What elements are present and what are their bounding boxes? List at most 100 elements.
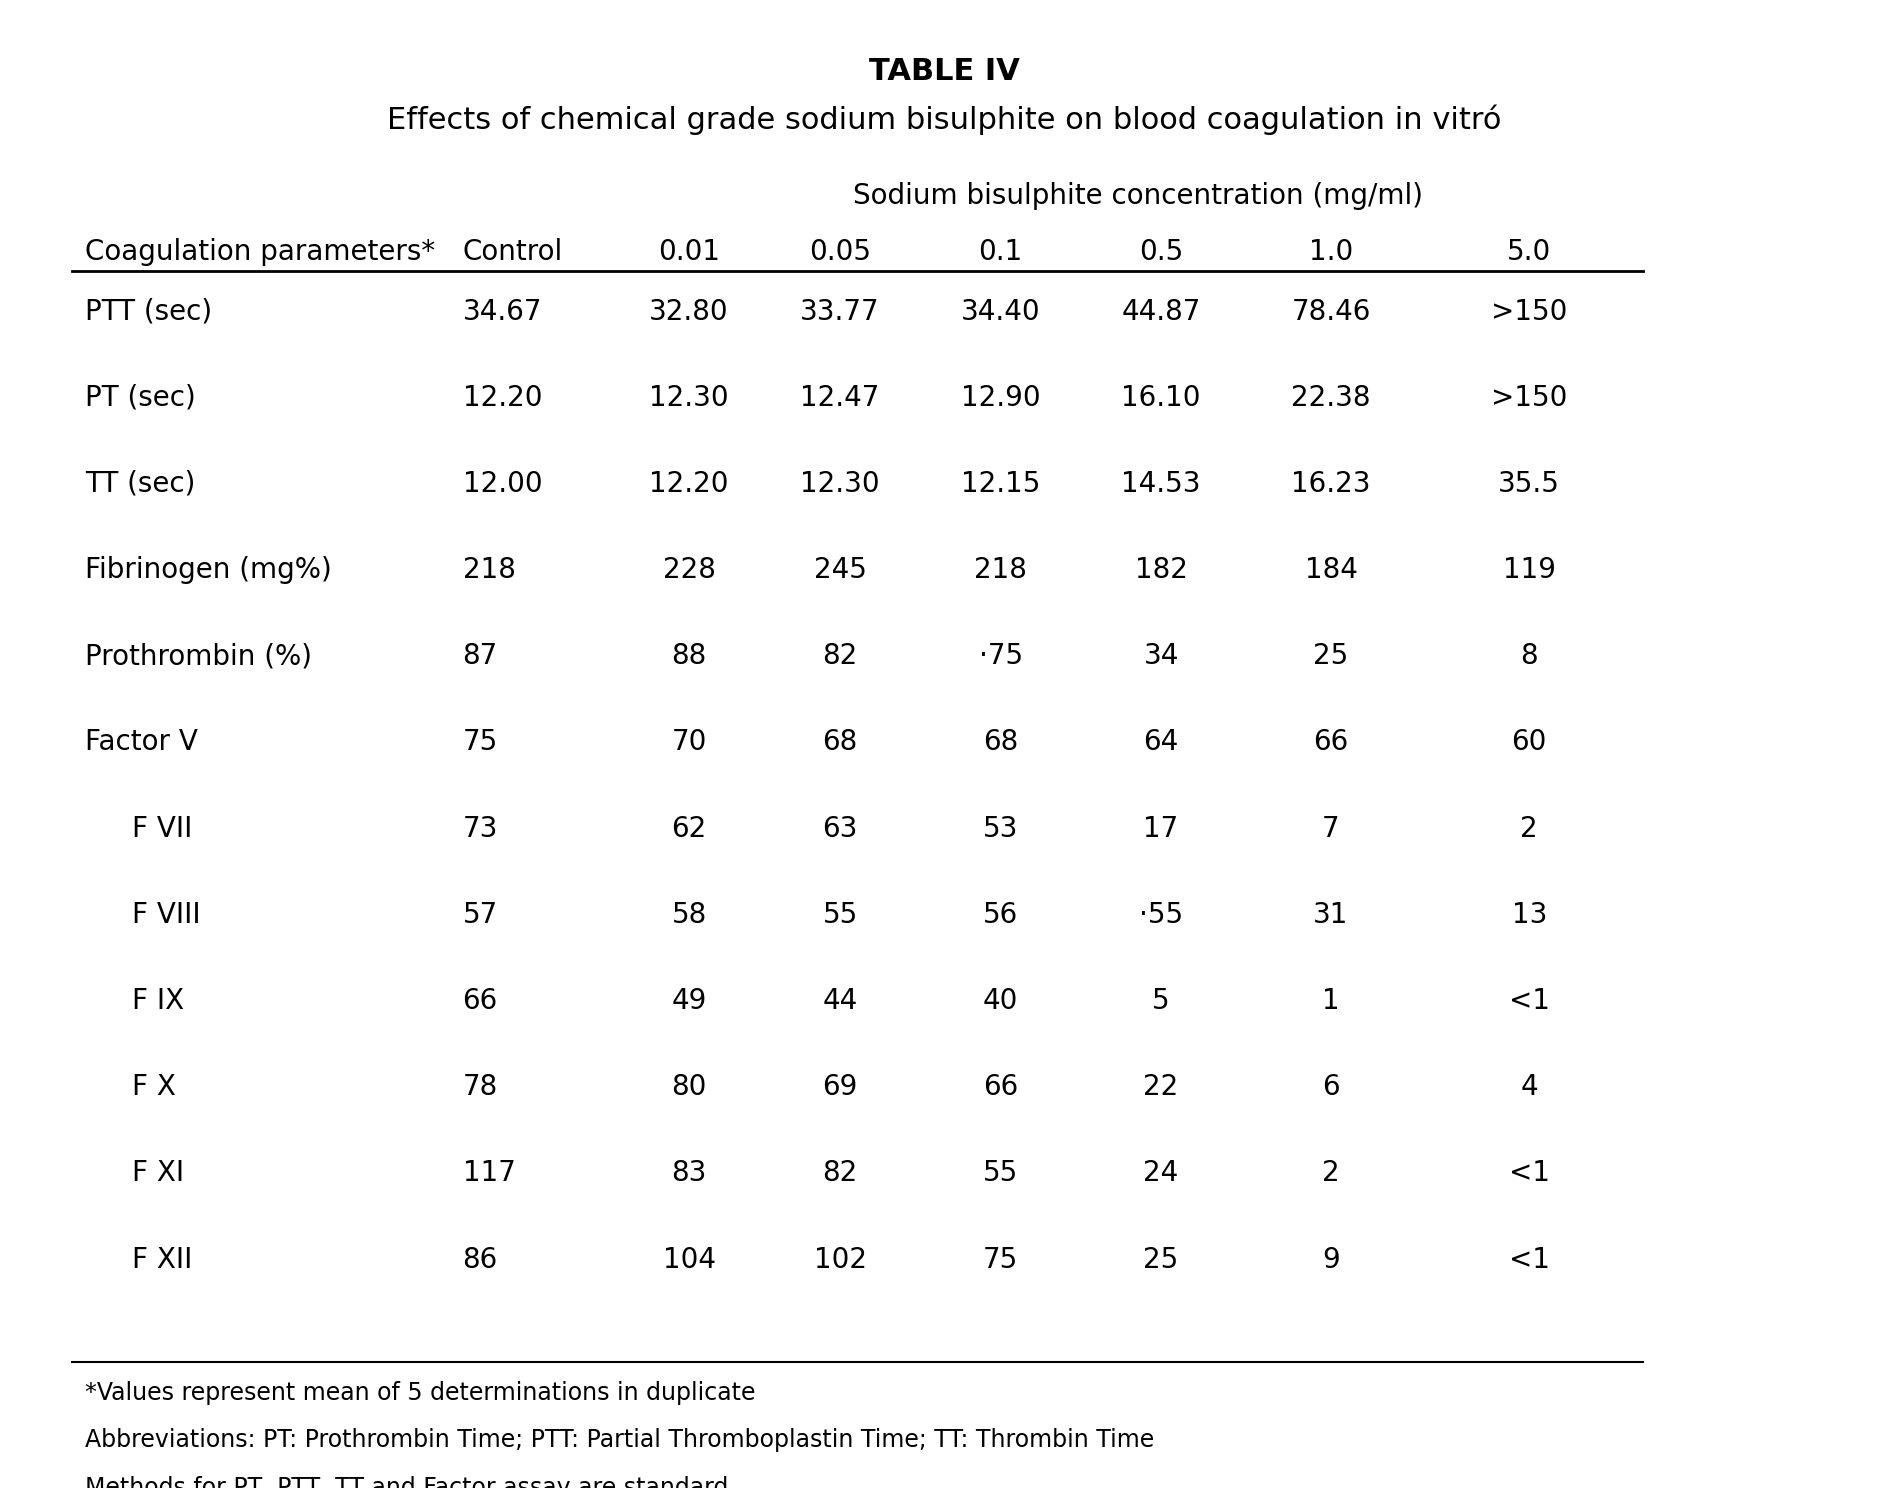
Text: 25: 25 [1314,643,1348,670]
Text: Methods for PT, PTT, TT and Factor assay are standard: Methods for PT, PTT, TT and Factor assay… [85,1476,729,1488]
Text: 55: 55 [984,1159,1018,1187]
Text: 53: 53 [984,814,1018,842]
Text: 58: 58 [672,900,706,929]
Text: 88: 88 [672,643,706,670]
Text: 62: 62 [672,814,706,842]
Text: 104: 104 [663,1245,716,1274]
Text: 14.53: 14.53 [1121,470,1201,498]
Text: Coagulation parameters*: Coagulation parameters* [85,238,434,266]
Text: 68: 68 [823,729,857,756]
Text: 12.20: 12.20 [649,470,729,498]
Text: PT (sec): PT (sec) [85,384,196,412]
Text: 182: 182 [1135,557,1188,585]
Text: 117: 117 [463,1159,515,1187]
Text: 0.1: 0.1 [978,238,1023,266]
Text: 86: 86 [463,1245,498,1274]
Text: 44.87: 44.87 [1121,298,1201,326]
Text: 87: 87 [463,643,498,670]
Text: 228: 228 [663,557,716,585]
Text: 102: 102 [814,1245,867,1274]
Text: <1: <1 [1509,987,1550,1015]
Text: 63: 63 [823,814,857,842]
Text: 66: 66 [1314,729,1348,756]
Text: 16.23: 16.23 [1291,470,1371,498]
Text: 6: 6 [1322,1073,1340,1101]
Text: 78: 78 [463,1073,498,1101]
Text: 184: 184 [1305,557,1357,585]
Text: ·75: ·75 [978,643,1023,670]
Text: 57: 57 [463,900,498,929]
Text: 25: 25 [1144,1245,1178,1274]
Text: Control: Control [463,238,563,266]
Text: 16.10: 16.10 [1121,384,1201,412]
Text: 2: 2 [1322,1159,1340,1187]
Text: 49: 49 [672,987,706,1015]
Text: 75: 75 [463,729,498,756]
Text: 218: 218 [974,557,1027,585]
Text: 22.38: 22.38 [1291,384,1371,412]
Text: 5.0: 5.0 [1507,238,1552,266]
Text: 24: 24 [1144,1159,1178,1187]
Text: 12.00: 12.00 [463,470,542,498]
Text: *Values represent mean of 5 determinations in duplicate: *Values represent mean of 5 determinatio… [85,1381,755,1405]
Text: 12.30: 12.30 [649,384,729,412]
Text: F XII: F XII [132,1245,193,1274]
Text: >150: >150 [1492,298,1567,326]
Text: 5: 5 [1152,987,1171,1015]
Text: 82: 82 [823,1159,857,1187]
Text: Fibrinogen (mg%): Fibrinogen (mg%) [85,557,332,585]
Text: 245: 245 [814,557,867,585]
Text: Prothrombin (%): Prothrombin (%) [85,643,312,670]
Text: 83: 83 [672,1159,706,1187]
Text: 8: 8 [1520,643,1539,670]
Text: 75: 75 [984,1245,1018,1274]
Text: 82: 82 [823,643,857,670]
Text: Sodium bisulphite concentration (mg/ml): Sodium bisulphite concentration (mg/ml) [853,182,1422,210]
Text: 56: 56 [984,900,1018,929]
Text: 2: 2 [1520,814,1539,842]
Text: 44: 44 [823,987,857,1015]
Text: 34.40: 34.40 [961,298,1040,326]
Text: 12.20: 12.20 [463,384,542,412]
Text: 66: 66 [463,987,498,1015]
Text: 60: 60 [1512,729,1546,756]
Text: 70: 70 [672,729,706,756]
Text: Factor V: Factor V [85,729,198,756]
Text: 68: 68 [984,729,1018,756]
Text: 9: 9 [1322,1245,1340,1274]
Text: <1: <1 [1509,1245,1550,1274]
Text: <1: <1 [1509,1159,1550,1187]
Text: 0.5: 0.5 [1138,238,1184,266]
Text: TT (sec): TT (sec) [85,470,194,498]
Text: 32.80: 32.80 [649,298,729,326]
Text: 22: 22 [1144,1073,1178,1101]
Text: F VII: F VII [132,814,193,842]
Text: 12.47: 12.47 [801,384,880,412]
Text: F X: F X [132,1073,176,1101]
Text: 78.46: 78.46 [1291,298,1371,326]
Text: F XI: F XI [132,1159,185,1187]
Text: 35.5: 35.5 [1499,470,1559,498]
Text: 34: 34 [1144,643,1178,670]
Text: 7: 7 [1322,814,1340,842]
Text: 17: 17 [1144,814,1178,842]
Text: 40: 40 [984,987,1018,1015]
Text: >150: >150 [1492,384,1567,412]
Text: 55: 55 [823,900,857,929]
Text: F IX: F IX [132,987,185,1015]
Text: 69: 69 [823,1073,857,1101]
Text: 0.05: 0.05 [810,238,870,266]
Text: 1: 1 [1322,987,1340,1015]
Text: 33.77: 33.77 [801,298,880,326]
Text: F VIII: F VIII [132,900,200,929]
Text: 4: 4 [1520,1073,1539,1101]
Text: 31: 31 [1314,900,1348,929]
Text: Abbreviations: PT: Prothrombin Time; PTT: Partial Thromboplastin Time; TT: Throm: Abbreviations: PT: Prothrombin Time; PTT… [85,1428,1154,1452]
Text: 12.90: 12.90 [961,384,1040,412]
Text: 119: 119 [1503,557,1556,585]
Text: 64: 64 [1144,729,1178,756]
Text: ·55: ·55 [1138,900,1184,929]
Text: 0.01: 0.01 [659,238,719,266]
Text: 12.30: 12.30 [801,470,880,498]
Text: 80: 80 [672,1073,706,1101]
